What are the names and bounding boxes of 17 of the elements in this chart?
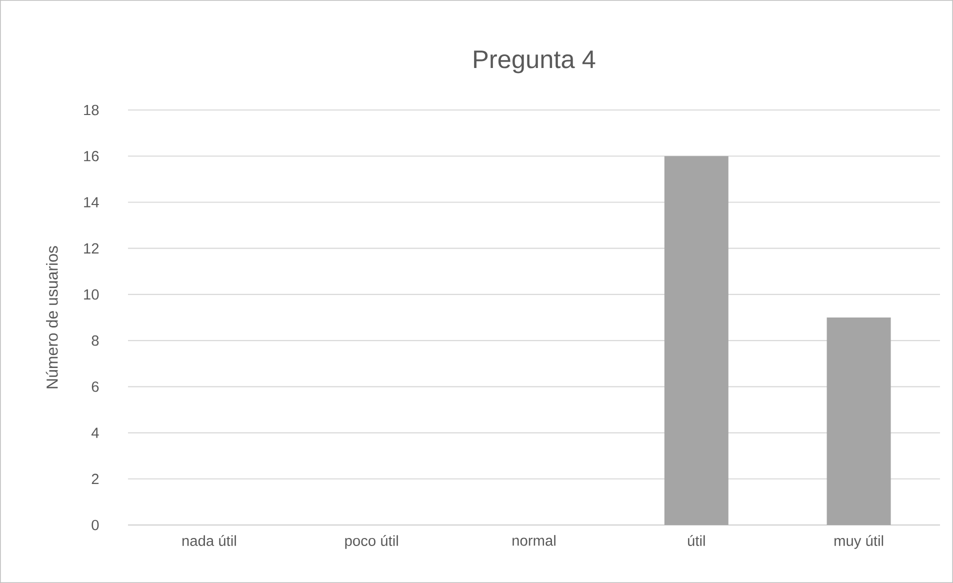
y-tick-label: 8 [92, 335, 99, 346]
x-tick-label: normal [512, 535, 556, 546]
y-tick-label: 0 [92, 520, 99, 530]
x-tick-label: útil [688, 535, 705, 546]
y-tick-label: 12 [84, 243, 99, 254]
y-tick-label: 10 [84, 289, 99, 300]
y-tick-label: 14 [84, 197, 99, 208]
y-axis-title: Número de usuarios [46, 246, 58, 388]
y-tick-label: 4 [91, 428, 99, 438]
y-tick-label: 2 [92, 474, 99, 484]
y-tick-label: 18 [84, 104, 99, 116]
y-tick-label: 6 [92, 381, 99, 392]
chart-title: Pregunta 4 [474, 50, 596, 74]
x-tick-label: poco útil [345, 535, 398, 549]
x-tick-label: nada útil [182, 535, 236, 546]
y-tick-label: 16 [84, 150, 99, 162]
x-tick-label: muy útil [834, 535, 884, 549]
